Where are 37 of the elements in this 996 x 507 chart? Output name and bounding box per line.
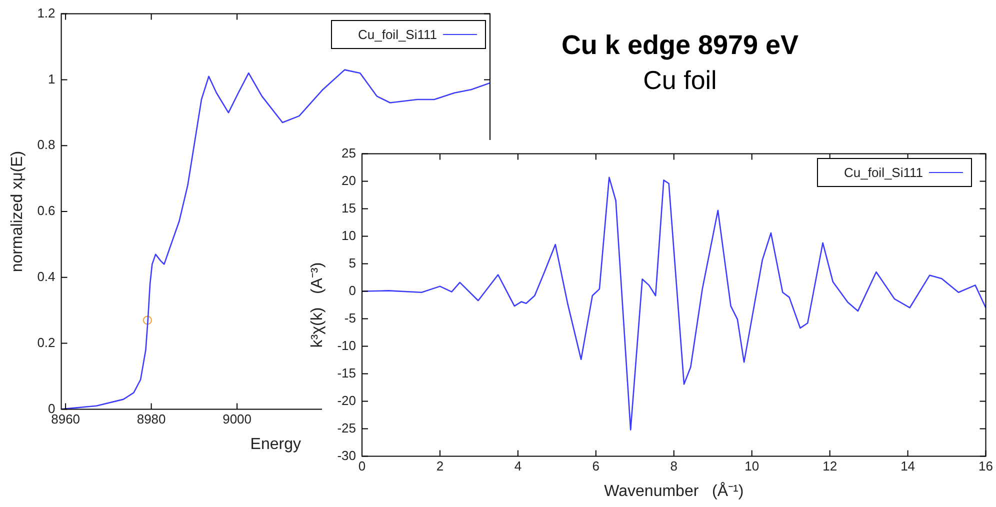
chart-subtitle: Cu foil bbox=[642, 65, 718, 96]
x-tick-label: 4 bbox=[514, 458, 522, 474]
x-tick-label: 10 bbox=[744, 458, 760, 474]
y-tick-label: -20 bbox=[337, 392, 356, 408]
y-tick-label: 0.2 bbox=[37, 334, 56, 350]
x-tick-label: 16 bbox=[978, 458, 994, 474]
legend-label: Cu_foil_Si111 bbox=[358, 27, 437, 42]
x-tick-label: 2 bbox=[436, 458, 444, 474]
y-tick-label: 0 bbox=[348, 282, 356, 298]
y-tick-label: 0.4 bbox=[37, 268, 56, 284]
y-tick-label: -5 bbox=[344, 310, 356, 326]
y-tick-label: 1.2 bbox=[37, 5, 56, 20]
x-tick-label: 8 bbox=[670, 458, 678, 474]
x-tick-label: 12 bbox=[822, 458, 838, 474]
x-tick-label: 8980 bbox=[136, 412, 166, 427]
x-tick-label: 9000 bbox=[222, 412, 252, 427]
x-tick-label: 14 bbox=[900, 458, 916, 474]
x-axis-title: Energy bbox=[250, 436, 301, 453]
x-tick-label: 0 bbox=[358, 458, 366, 474]
y-tick-label: 15 bbox=[342, 200, 356, 216]
y-tick-label: -15 bbox=[337, 365, 356, 380]
y-tick-label: 5 bbox=[348, 255, 356, 270]
y-tick-label: -30 bbox=[337, 448, 356, 463]
y-tick-label: 1 bbox=[48, 71, 56, 86]
y-axis-title: normalized xμ(E) bbox=[9, 150, 26, 272]
chart-title: Cu k edge 8979 eV bbox=[560, 30, 800, 61]
legend-label: Cu_foil_Si111 bbox=[844, 165, 923, 180]
y-tick-label: -10 bbox=[337, 338, 356, 353]
y-tick-label: 0.6 bbox=[37, 203, 56, 218]
y-tick-label: 25 bbox=[342, 145, 356, 160]
x-axis-title: Wavenumber (Å⁻¹) bbox=[604, 482, 744, 500]
x-tick-label: 6 bbox=[592, 458, 600, 474]
y-tick-label: -25 bbox=[337, 420, 356, 436]
y-tick-label: 0.8 bbox=[37, 137, 56, 152]
y-axis-title: k³χ(k) (A⁻³) bbox=[309, 262, 326, 348]
y-tick-label: 20 bbox=[342, 172, 356, 188]
y-tick-label: 10 bbox=[342, 228, 356, 243]
